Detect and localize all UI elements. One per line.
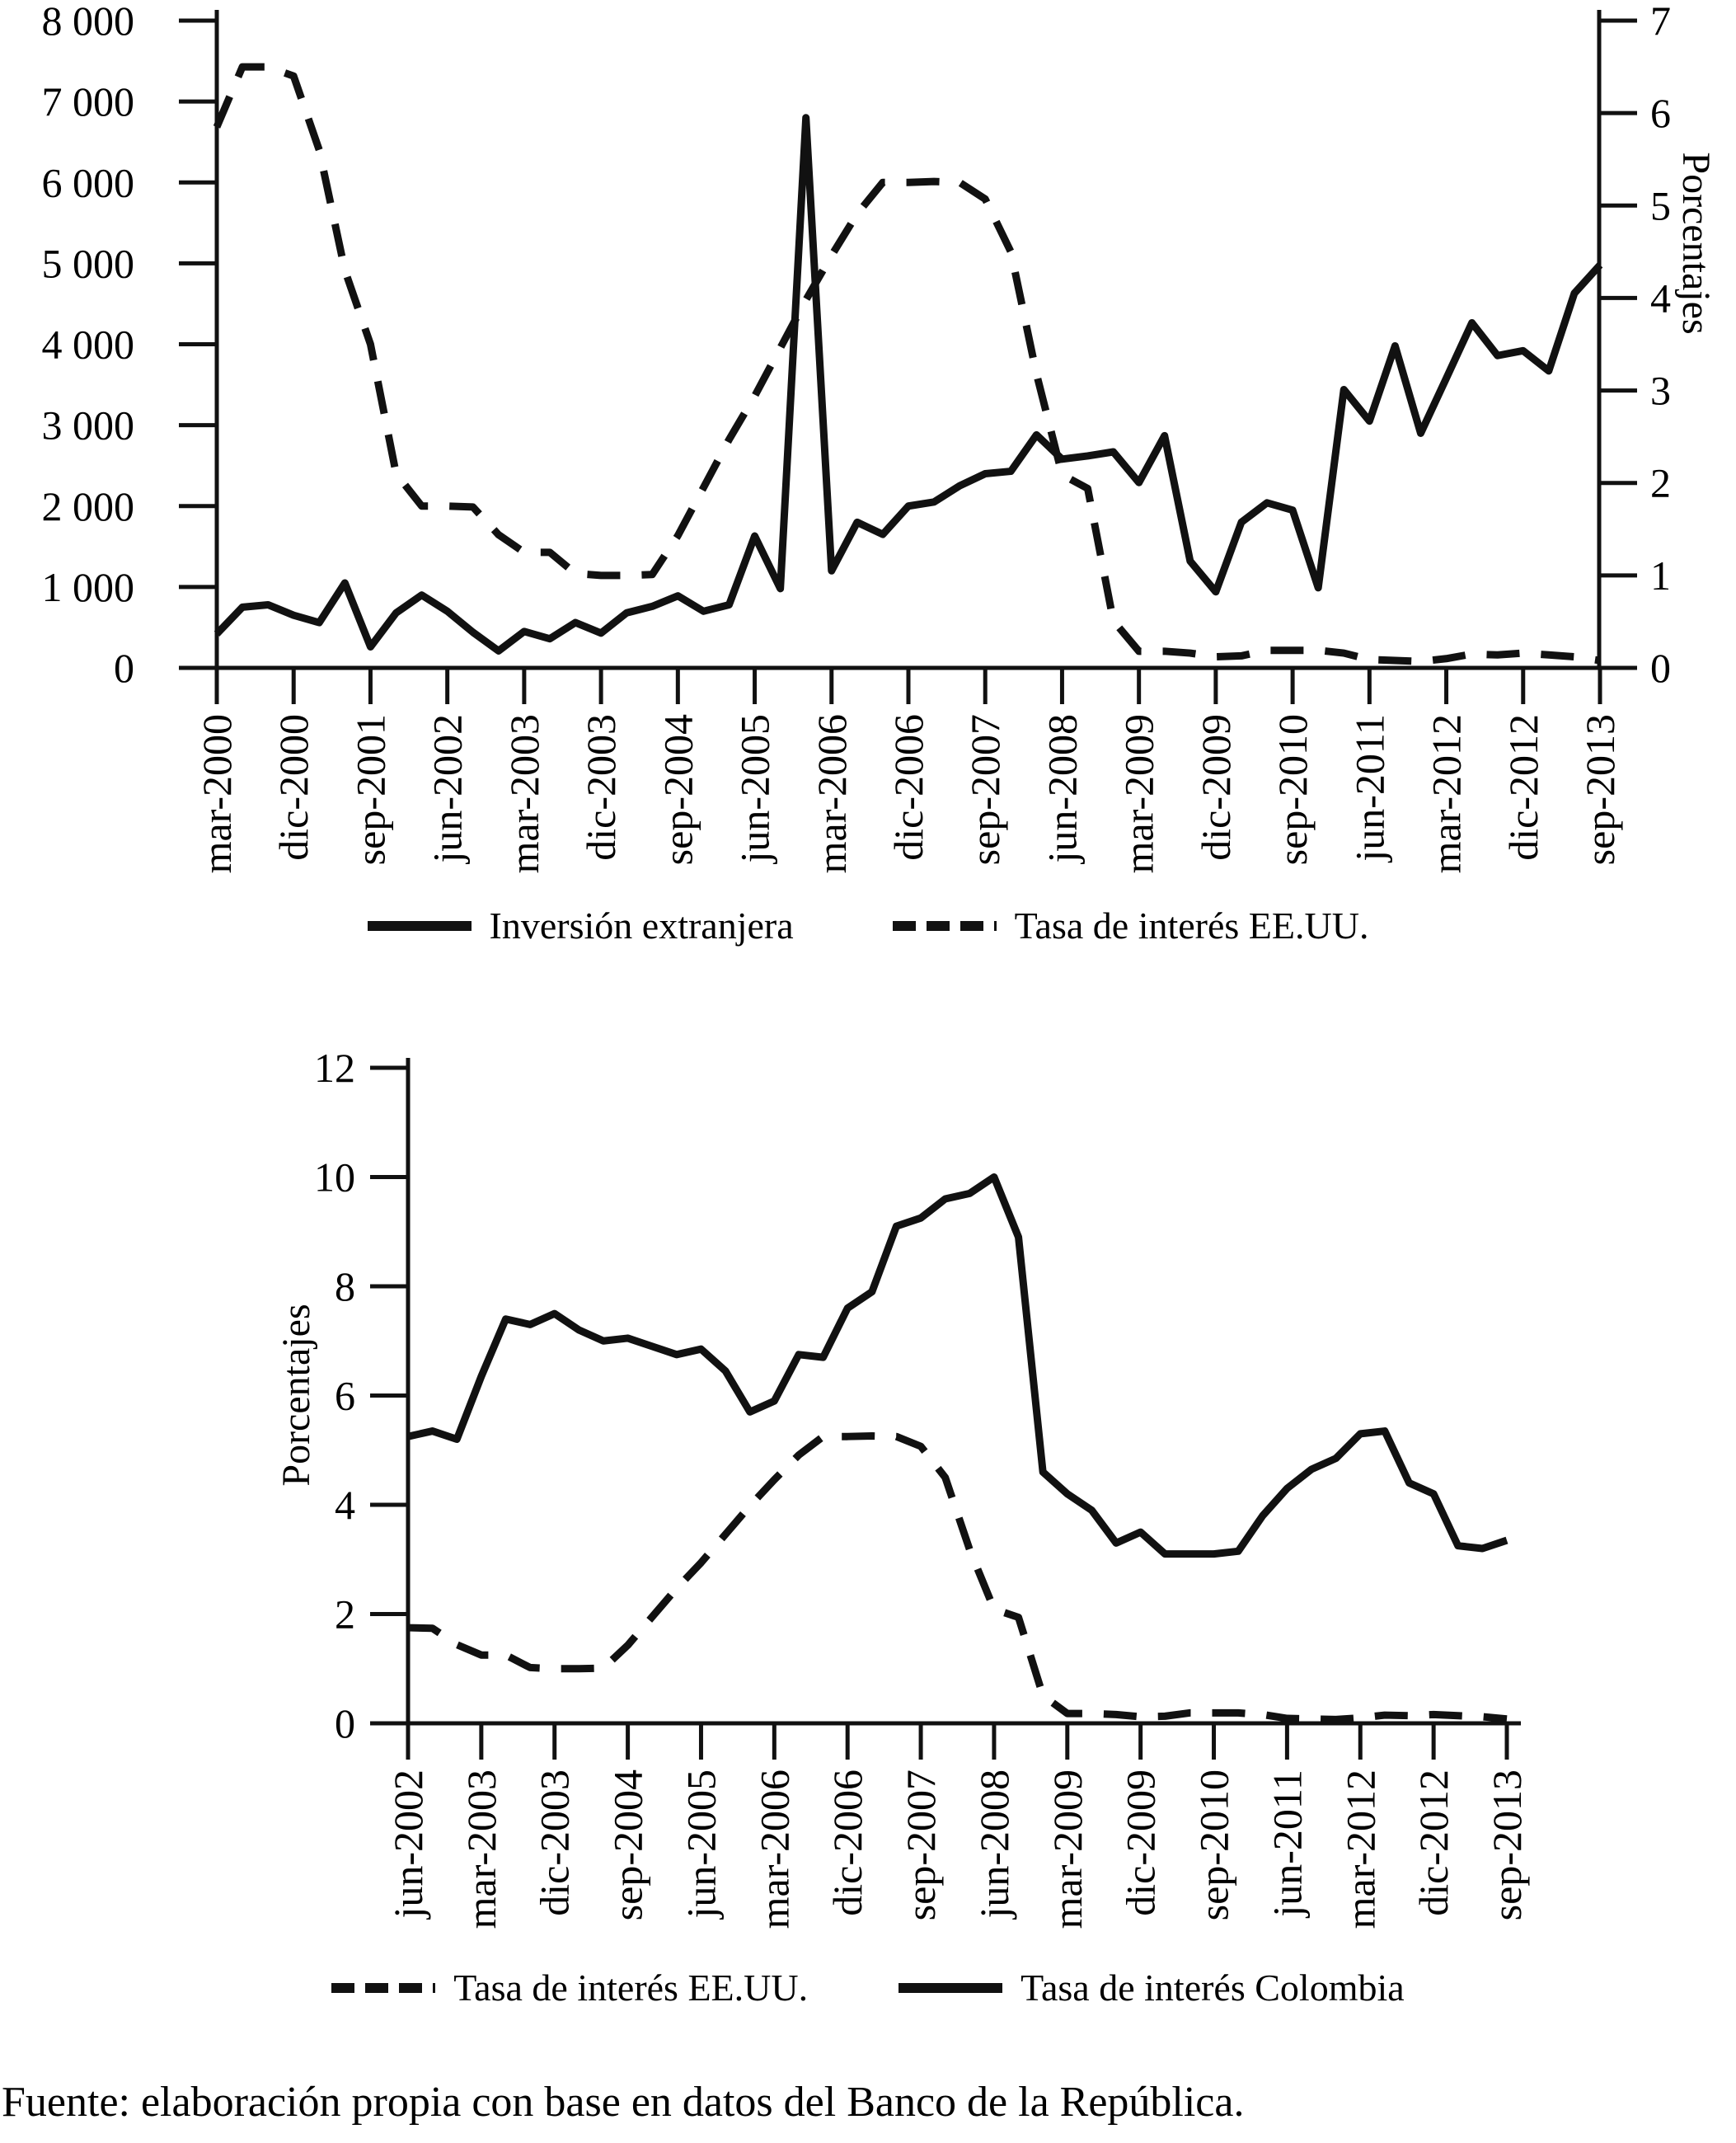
top-x-axis-tick-label: mar-2009 bbox=[1116, 714, 1162, 873]
top-x-axis-tick-label: mar-2006 bbox=[809, 714, 855, 873]
legend-item-tasa-colombia: Tasa de interés Colombia bbox=[898, 1966, 1405, 2009]
top-left-axis-tick-label: 8 000 bbox=[42, 0, 135, 44]
top-x-axis-tick-label: mar-2012 bbox=[1424, 714, 1470, 873]
legend-item-inversion-extranjera: Inversión extranjera bbox=[367, 904, 794, 947]
bottom-x-axis-tick-label: jun-2008 bbox=[971, 1769, 1017, 1920]
legend-item-tasa-eeuu-top: Tasa de interés EE.UU. bbox=[892, 904, 1369, 947]
bottom-x-axis-tick-label: dic-2006 bbox=[824, 1769, 870, 1916]
bottom-x-axis-tick-label: sep-2007 bbox=[898, 1769, 944, 1920]
bottom-x-axis-tick-label: sep-2010 bbox=[1191, 1769, 1237, 1920]
dashed-line-swatch bbox=[331, 1982, 436, 1993]
top-left-axis-tick-label: 6 000 bbox=[42, 159, 135, 205]
bottom-x-axis-tick-label: mar-2003 bbox=[458, 1769, 504, 1929]
bottom-x-axis-tick-label: jun-2005 bbox=[678, 1769, 724, 1920]
top-x-axis-tick-label: mar-2000 bbox=[194, 714, 240, 873]
bottom-y-axis-tick-label: 12 bbox=[314, 1045, 355, 1091]
top-right-axis-tick-label: 0 bbox=[1650, 645, 1671, 691]
bottom-y-axis-title: Porcentajes bbox=[274, 1304, 318, 1486]
series-line-inversion-extranjera bbox=[213, 114, 1603, 655]
series-line-tasa-eeuu-top bbox=[213, 63, 1601, 665]
top-right-axis-tick-label: 7 bbox=[1650, 0, 1671, 44]
bottom-chart-legend: Tasa de interés EE.UU. Tasa de interés C… bbox=[0, 1966, 1736, 2009]
top-x-axis-tick-label: sep-2001 bbox=[347, 714, 393, 865]
top-x-axis-tick-label: dic-2000 bbox=[270, 714, 317, 861]
legend-label-tasa-eeuu-bottom: Tasa de interés EE.UU. bbox=[453, 1967, 809, 2009]
top-left-axis-tick-label: 2 000 bbox=[42, 483, 135, 529]
top-left-axis-tick-label: 0 bbox=[114, 645, 134, 691]
top-right-axis-tick-label: 4 bbox=[1650, 275, 1671, 321]
bottom-y-axis-tick-label: 2 bbox=[335, 1591, 355, 1638]
top-chart-legend: Inversión extranjera Tasa de interés EE.… bbox=[0, 904, 1736, 947]
top-right-axis-tick-label: 5 bbox=[1650, 182, 1671, 228]
legend-item-tasa-eeuu-bottom: Tasa de interés EE.UU. bbox=[331, 1966, 808, 2009]
top-left-axis-tick-label: 1 000 bbox=[42, 564, 135, 610]
bottom-x-axis-tick-label: dic-2009 bbox=[1118, 1769, 1164, 1916]
bottom-x-axis-tick-label: sep-2013 bbox=[1484, 1769, 1530, 1920]
top-x-axis-tick-label: jun-2008 bbox=[1039, 714, 1085, 865]
legend-label-tasa-colombia: Tasa de interés Colombia bbox=[1020, 1967, 1405, 2009]
top-right-axis-tick-label: 3 bbox=[1650, 368, 1671, 414]
series-line-tasa-eeuu-bottom bbox=[407, 1432, 1508, 1723]
top-x-axis-tick-label: jun-2005 bbox=[732, 714, 778, 865]
top-right-axis-tick-label: 2 bbox=[1650, 460, 1671, 506]
top-left-axis-tick-label: 7 000 bbox=[42, 78, 135, 125]
top-left-axis-tick-label: 5 000 bbox=[42, 240, 135, 286]
top-x-axis-tick-label: dic-2006 bbox=[885, 714, 931, 861]
top-right-axis-tick-label: 6 bbox=[1650, 90, 1671, 136]
bottom-x-axis-tick-label: dic-2003 bbox=[532, 1769, 578, 1916]
top-x-axis-tick-label: dic-2003 bbox=[578, 714, 624, 861]
top-x-axis-tick-label: sep-2004 bbox=[655, 714, 701, 865]
bottom-x-axis-tick-label: jun-2011 bbox=[1264, 1769, 1310, 1919]
top-x-axis-tick-label: sep-2013 bbox=[1577, 714, 1623, 865]
top-x-axis-tick-label: dic-2009 bbox=[1193, 714, 1239, 861]
top-right-axis-title: Porcentajes bbox=[1674, 152, 1718, 334]
bottom-y-axis-tick-label: 10 bbox=[314, 1154, 355, 1201]
bottom-x-axis-tick-label: mar-2009 bbox=[1044, 1769, 1091, 1929]
dashed-line-swatch bbox=[892, 920, 997, 931]
top-x-axis-tick-label: sep-2010 bbox=[1269, 714, 1316, 865]
bottom-y-axis-tick-label: 4 bbox=[335, 1482, 355, 1528]
legend-label-inversion-extranjera: Inversión extranjera bbox=[489, 905, 794, 947]
top-x-axis-tick-label: dic-2012 bbox=[1500, 714, 1546, 861]
bottom-x-axis-tick-label: dic-2012 bbox=[1410, 1769, 1457, 1916]
solid-line-swatch bbox=[898, 1982, 1003, 1993]
bottom-x-axis-tick-label: mar-2012 bbox=[1337, 1769, 1383, 1929]
solid-line-swatch bbox=[367, 920, 472, 931]
bottom-y-axis-tick-label: 8 bbox=[335, 1263, 355, 1309]
top-x-axis-tick-label: jun-2011 bbox=[1346, 714, 1392, 863]
bottom-y-axis-tick-label: 6 bbox=[335, 1373, 355, 1419]
source-note: Fuente: elaboración propia con base en d… bbox=[2, 2079, 1245, 2126]
series-line-tasa-colombia bbox=[407, 1173, 1508, 1558]
bottom-x-axis-tick-label: sep-2004 bbox=[605, 1769, 651, 1920]
top-left-axis-tick-label: 4 000 bbox=[42, 322, 135, 368]
bottom-x-axis-tick-label: mar-2006 bbox=[751, 1769, 797, 1929]
top-x-axis-tick-label: sep-2007 bbox=[962, 714, 1008, 865]
top-left-axis-tick-label: 3 000 bbox=[42, 402, 135, 449]
top-right-axis-tick-label: 1 bbox=[1650, 552, 1671, 599]
top-x-axis-tick-label: mar-2003 bbox=[501, 714, 547, 873]
bottom-y-axis-tick-label: 0 bbox=[335, 1700, 355, 1746]
top-x-axis-tick-label: jun-2002 bbox=[425, 714, 471, 865]
legend-label-tasa-eeuu-top: Tasa de interés EE.UU. bbox=[1014, 905, 1369, 947]
bottom-x-axis-tick-label: jun-2002 bbox=[385, 1769, 431, 1920]
